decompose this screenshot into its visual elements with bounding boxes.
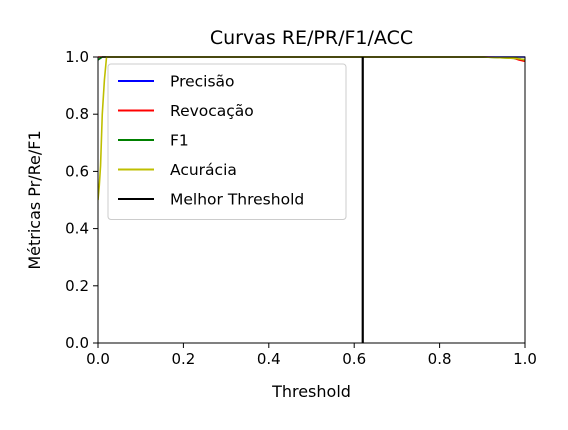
legend-box bbox=[107, 63, 347, 220]
x-tick-label: 0.4 bbox=[257, 350, 281, 368]
legend-label: Precisão bbox=[170, 73, 235, 91]
legend-label: Acurácia bbox=[170, 161, 237, 179]
x-axis-label: Threshold bbox=[271, 382, 351, 401]
y-tick-label: 0.2 bbox=[65, 277, 89, 295]
chart-title: Curvas RE/PR/F1/ACC bbox=[210, 27, 413, 49]
y-tick-label: 0.8 bbox=[65, 105, 89, 123]
y-tick-label: 0.6 bbox=[65, 162, 89, 180]
plot-frame bbox=[97, 56, 526, 344]
series-line-acuracia bbox=[98, 56, 525, 201]
legend-label: Melhor Threshold bbox=[170, 191, 304, 209]
y-axis-label: Métricas Pr/Re/F1 bbox=[25, 130, 44, 269]
y-tick-label: 1.0 bbox=[65, 48, 89, 66]
x-tick-label: 1.0 bbox=[513, 350, 537, 368]
y-tick-label: 0.0 bbox=[65, 334, 89, 352]
y-ticks: 0.0 0.2 0.4 0.6 0.8 1.0 bbox=[65, 48, 98, 352]
y-tick-label: 0.4 bbox=[65, 220, 89, 238]
legend-label: F1 bbox=[170, 132, 189, 150]
x-tick-label: 0.6 bbox=[342, 350, 366, 368]
legend-label: Revocação bbox=[170, 102, 254, 120]
x-tick-label: 0.2 bbox=[171, 350, 195, 368]
legend: Precisão Revocação F1 Acurácia Melhor Thresh… bbox=[107, 63, 347, 220]
x-ticks: 0.0 0.2 0.4 0.6 0.8 1.0 bbox=[86, 343, 537, 368]
x-tick-label: 0.8 bbox=[428, 350, 452, 368]
x-tick-label: 0.0 bbox=[86, 350, 110, 368]
